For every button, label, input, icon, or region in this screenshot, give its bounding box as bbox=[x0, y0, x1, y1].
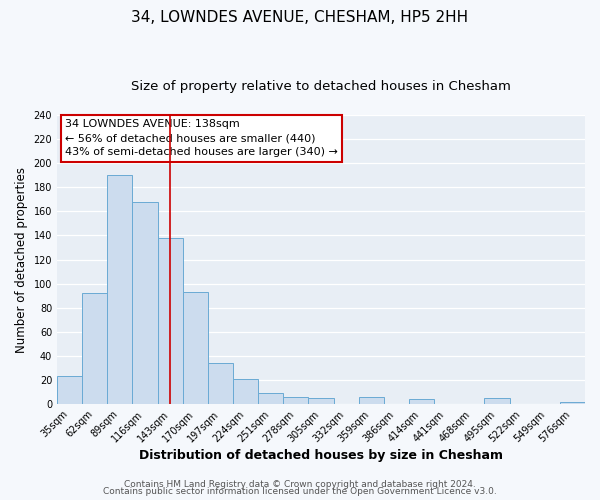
Bar bbox=[308, 398, 334, 404]
X-axis label: Distribution of detached houses by size in Chesham: Distribution of detached houses by size … bbox=[139, 450, 503, 462]
Bar bbox=[57, 376, 82, 404]
Bar bbox=[183, 292, 208, 404]
Bar bbox=[258, 393, 283, 404]
Bar bbox=[359, 397, 384, 404]
Bar bbox=[208, 363, 233, 404]
Bar bbox=[233, 379, 258, 404]
Bar bbox=[484, 398, 509, 404]
Bar bbox=[283, 397, 308, 404]
Bar bbox=[560, 402, 585, 404]
Bar bbox=[133, 202, 158, 404]
Text: Contains HM Land Registry data © Crown copyright and database right 2024.: Contains HM Land Registry data © Crown c… bbox=[124, 480, 476, 489]
Title: Size of property relative to detached houses in Chesham: Size of property relative to detached ho… bbox=[131, 80, 511, 93]
Text: Contains public sector information licensed under the Open Government Licence v3: Contains public sector information licen… bbox=[103, 488, 497, 496]
Bar bbox=[82, 294, 107, 404]
Bar bbox=[107, 175, 133, 404]
Text: 34 LOWNDES AVENUE: 138sqm
← 56% of detached houses are smaller (440)
43% of semi: 34 LOWNDES AVENUE: 138sqm ← 56% of detac… bbox=[65, 120, 338, 158]
Text: 34, LOWNDES AVENUE, CHESHAM, HP5 2HH: 34, LOWNDES AVENUE, CHESHAM, HP5 2HH bbox=[131, 10, 469, 25]
Y-axis label: Number of detached properties: Number of detached properties bbox=[15, 166, 28, 352]
Bar bbox=[409, 400, 434, 404]
Bar bbox=[158, 238, 183, 404]
